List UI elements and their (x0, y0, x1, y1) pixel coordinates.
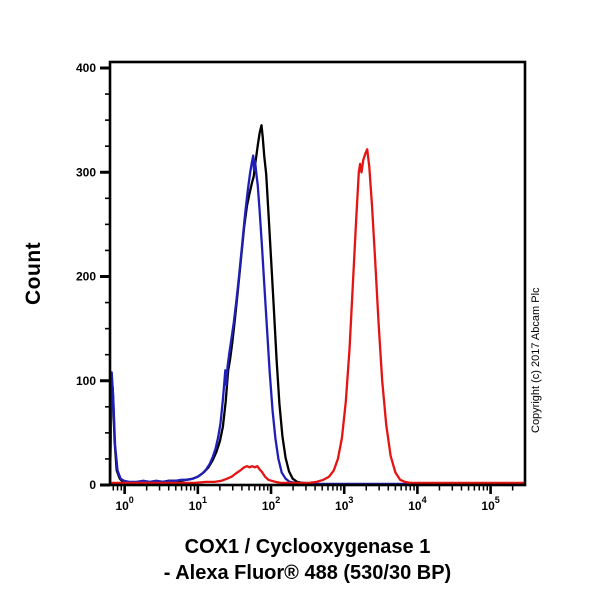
y-axis-tick-label: 200 (76, 270, 96, 284)
x-axis-tick-label: 104 (408, 495, 426, 513)
x-axis-title: COX1 / Cyclooxygenase 1 - Alexa Fluor® 4… (0, 534, 600, 586)
series-curve-blue-unlabelled-control (110, 154, 525, 485)
x-axis-title-line2: - Alexa Fluor® 488 (530/30 BP) (163, 562, 452, 584)
plot-frame (108, 60, 527, 487)
copyright-notice: Copyright (c) 2017 Abcam Plc (530, 287, 542, 433)
x-axis-title-line1: COX1 / Cyclooxygenase 1 (184, 536, 431, 558)
series-curve-black-isotype-control (110, 124, 525, 485)
y-axis-tick-label: 300 (76, 165, 96, 179)
series-curve-red-cox1-stained-sample (110, 148, 525, 485)
x-axis-tick-label: 105 (481, 495, 499, 513)
y-axis-tick-label: 400 (76, 61, 96, 75)
x-axis-tick-label: 100 (115, 495, 133, 513)
x-axis-tick-label: 102 (262, 495, 280, 513)
y-axis-tick-label: 0 (89, 478, 96, 492)
x-axis-tick-label: 101 (189, 495, 207, 513)
x-axis-tick-label: 103 (335, 495, 353, 513)
y-axis-tick-label: 100 (76, 374, 96, 388)
y-axis-title: Count (22, 241, 45, 305)
